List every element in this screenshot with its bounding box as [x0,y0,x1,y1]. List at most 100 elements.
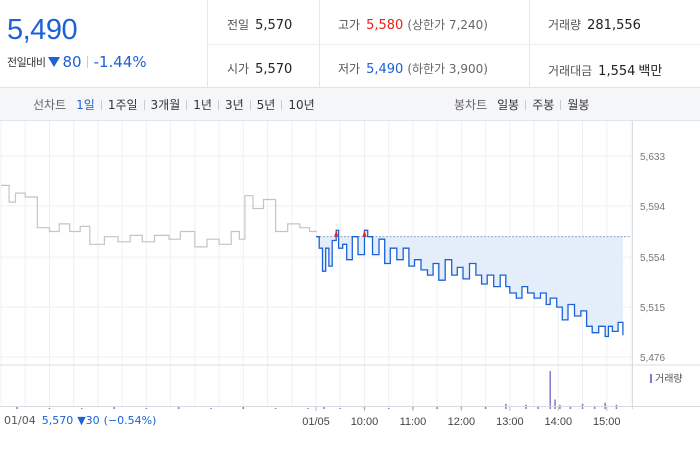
stat-value: 5,490 [366,62,404,77]
divider [217,99,219,110]
footer-price: 5,570 [41,414,74,427]
tab-5y[interactable]: 5년 [256,98,276,112]
down-arrow-icon [48,57,61,67]
volume-bar [339,407,341,409]
volume-bar [569,405,572,409]
volume-bar [48,407,51,409]
volume-bar [537,405,539,409]
volume-bar [604,402,606,409]
series-line-today [316,229,624,338]
volume-bar [593,405,596,409]
tab-3y[interactable]: 3년 [224,98,244,112]
line-chart-label: 선차트 [33,98,67,112]
volume-legend-swatch [650,374,652,383]
change-row: 전일대비 80 -1.44% [7,53,147,71]
price-lines [1,184,630,338]
divider [560,99,562,110]
stat-unit: 백만 [638,64,663,79]
footer-percent: (−0.54%) [103,414,157,427]
stat-value: 1,554 [598,64,636,79]
volume-bar [81,407,83,409]
x-tick-label: 15:00 [593,416,621,428]
stat-value: 5,570 [255,18,293,33]
upper-limit: (상한가 7,240) [407,18,488,32]
x-tick-label: 14:00 [545,416,573,428]
y-tick-label: 5,554 [640,253,665,264]
y-tick-label: 5,515 [640,303,665,314]
current-price: 5,490 [7,14,78,46]
change-percent: -1.44% [93,53,147,71]
divider [143,99,145,110]
tab-3m[interactable]: 3개월 [150,98,181,112]
tab-1w[interactable]: 1주일 [107,98,138,112]
tab-weekly-candle[interactable]: 주봉 [532,98,555,112]
volume-bar [145,407,148,409]
price-chart[interactable]: 5,633 5,594 5,554 5,515 5,476 거래량 01/05 10:00… [0,121,700,450]
volume-bar [307,407,309,409]
period-tab-bar: 선차트 1일 1주일 3개월 1년 3년 5년 10년 봉차트 일봉 주봉 월봉 [0,88,700,121]
volume-bar [436,406,438,409]
volume-bar [274,407,277,409]
volume-bar [387,407,390,409]
stat-prev-close: 전일 5,570 [227,16,292,33]
price-summary: 5,490 전일대비 80 -1.44% 전일 5,570 시가 5,570 고… [0,0,700,88]
footer-date: 01/04 [4,414,36,427]
line-chart-periods: 선차트 1일 1주일 3개월 1년 3년 5년 10년 [33,88,315,121]
up-tick-mark [362,230,367,237]
stat-label: 저가 [338,62,361,76]
volume-bar [177,406,180,409]
volume-legend-label: 거래량 [655,373,683,385]
volume-bar [484,406,487,409]
tab-10y[interactable]: 10년 [288,98,315,112]
tab-daily-candle[interactable]: 일봉 [497,98,520,112]
volume-bar [113,406,115,409]
volume-bar [16,406,18,409]
stat-value: 5,580 [366,18,404,33]
x-tick-label: 01/05 [302,416,330,428]
y-tick-label: 5,476 [640,353,665,364]
volume-bar [210,407,212,409]
volume-bar [554,399,556,409]
candle-chart-label: 봉차트 [454,98,488,112]
volume-bar [549,371,551,409]
stat-low: 저가 5,490 (하한가 3,900) [338,60,488,77]
y-tick-label: 5,633 [640,152,665,163]
today-area [316,230,623,337]
stat-value: 5,570 [255,62,293,77]
candle-chart-periods: 봉차트 일봉 주봉 월봉 [454,88,589,121]
x-tick-label: 13:00 [496,416,524,428]
x-axis: 01/05 10:00 11:00 12:00 13:00 14:00 15:00 [302,406,621,428]
stat-label: 거래대금 [548,64,593,78]
stat-label: 고가 [338,18,361,32]
x-tick-label: 11:00 [400,416,427,428]
lower-limit: (하한가 3,900) [407,62,488,76]
divider [249,99,251,110]
change-value: 80 [62,53,82,71]
divider [100,99,102,110]
stat-volume: 거래량 281,556 [548,16,641,33]
x-tick-label: 10:00 [351,416,379,428]
tab-1d[interactable]: 1일 [76,98,95,112]
today-area-fill [316,230,623,337]
divider [186,99,188,110]
up-tick-mark [334,230,339,237]
footer-prev-info: 01/04 5,570 ▼30 (−0.54%) [4,414,156,427]
divider [208,44,700,45]
divider [525,99,527,110]
tab-monthly-candle[interactable]: 월봉 [567,98,590,112]
volume-bar [242,406,245,409]
y-axis: 5,633 5,594 5,554 5,515 5,476 [640,152,665,364]
volume-bar [323,406,325,409]
divider [281,99,283,110]
stat-amount: 거래대금 1,554 백만 [548,60,662,79]
stat-label: 시가 [227,62,250,76]
stat-value: 281,556 [587,18,641,33]
tab-1y[interactable]: 1년 [193,98,212,112]
stat-high: 고가 5,580 (상한가 7,240) [338,16,488,33]
y-tick-label: 5,594 [640,202,665,213]
change-label: 전일대비 [7,56,46,69]
footer-divider [0,406,700,407]
up-tick-marks [334,230,367,237]
current-price-box: 5,490 전일대비 80 -1.44% [0,0,208,88]
divider [86,56,88,68]
